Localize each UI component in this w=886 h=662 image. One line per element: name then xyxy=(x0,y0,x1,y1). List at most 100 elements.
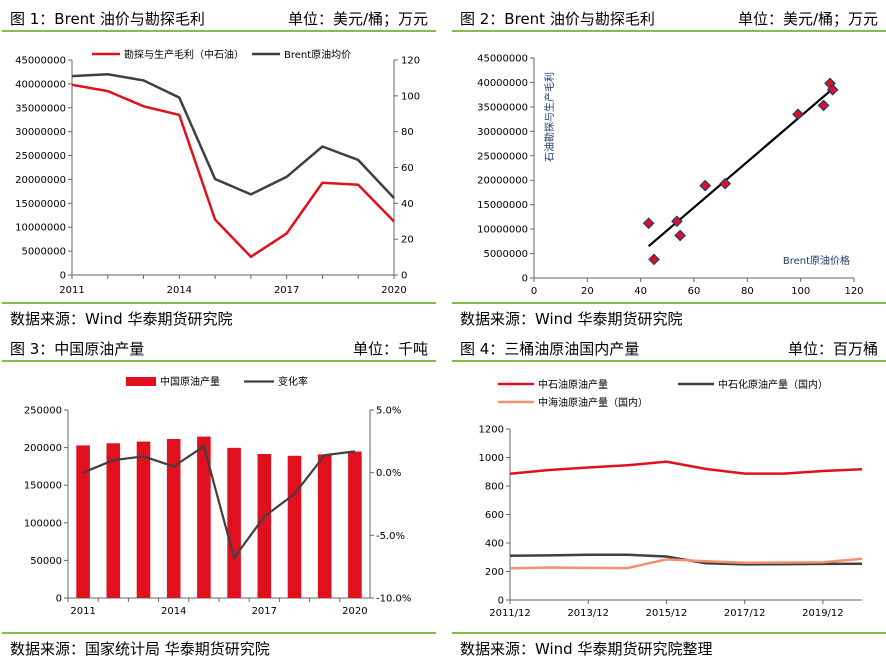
series-line xyxy=(509,460,863,475)
x-tick-label: 80 xyxy=(741,286,754,297)
y-tick-label: 50000 xyxy=(30,556,62,567)
panel-source: 数据来源：Wind 华泰期货研究院 xyxy=(460,310,683,328)
y-tick-label: 600 xyxy=(485,510,504,521)
panel-source: 数据来源：国家统计局 华泰期货研究院 xyxy=(10,640,270,658)
y-tick-label: 10000000 xyxy=(15,223,66,234)
y2-tick-label: 40 xyxy=(401,199,414,210)
panel-unit: 单位：百万桶 xyxy=(787,340,878,358)
scatter-point xyxy=(642,217,655,230)
scatter-point xyxy=(817,99,830,112)
scatter-point xyxy=(826,83,839,96)
legend-swatch xyxy=(126,377,156,386)
legend-label: 勘探与生产毛利（中石油） xyxy=(124,48,244,61)
y-tick-label: 250000 xyxy=(24,406,62,417)
bar xyxy=(197,436,211,598)
x-tick-label: 20 xyxy=(581,286,594,297)
y2-tick-label: 5.0% xyxy=(376,406,401,417)
y-tick-label: 200000 xyxy=(24,443,62,454)
panel-header: 图 3：中国原油产量 单位：千吨 xyxy=(2,332,436,362)
chart-brent-vs-margin: 0 5000000 10000000 15000000 20000000 25000000… xyxy=(15,48,420,296)
panel-source: 数据来源：Wind 华泰期货研究院 xyxy=(10,310,233,328)
chart-panel-3: 图 3：中国原油产量 单位：千吨 0 50000 100000 150000 20000… xyxy=(2,332,436,660)
y-tick-label: 30000000 xyxy=(15,127,66,138)
y-tick-label: 0 xyxy=(60,271,66,282)
chart-panel-2: 图 2：Brent 油价与勘探毛利 单位：美元/桶；万元 0 5000000 100… xyxy=(452,2,886,330)
panel-header: 图 4：三桶油原油国内产量 单位：百万桶 xyxy=(452,332,886,362)
x-tick-label: 40 xyxy=(634,286,647,297)
y-tick-label: 20000000 xyxy=(477,176,528,187)
x-tick-label: 2011/12 xyxy=(489,608,531,619)
y2-tick-label: 120 xyxy=(401,56,420,67)
scatter-point xyxy=(719,177,732,190)
series-line xyxy=(509,557,863,570)
panel-footer: 数据来源：Wind 华泰期货研究院 xyxy=(2,302,436,330)
x-axis-label: Brent原油价格 xyxy=(783,254,850,267)
scatter-point xyxy=(648,253,660,266)
y-tick-label: 100000 xyxy=(24,518,62,529)
legend-label: 中国原油产量 xyxy=(160,375,220,388)
y-tick-label: 800 xyxy=(485,482,504,493)
x-tick-label: 2011 xyxy=(70,606,95,617)
panel-unit: 单位：千吨 xyxy=(352,340,428,358)
chart-china-crude-output: 0 50000 100000 150000 200000 250000 -10.0% -5.0… xyxy=(24,375,412,617)
panel-title: 图 2：Brent 油价与勘探毛利 xyxy=(460,10,655,28)
scatter-point xyxy=(671,215,683,228)
bar xyxy=(257,453,272,598)
y-tick-label: 1200 xyxy=(479,425,504,436)
panel-header: 图 1：Brent 油价与勘探毛利 单位：美元/桶；万元 xyxy=(2,2,436,32)
y-tick-label: 35000000 xyxy=(477,102,528,113)
series-line xyxy=(71,73,395,199)
y-tick-label: 400 xyxy=(485,539,504,550)
y-tick-label: 25000000 xyxy=(477,151,528,162)
y2-tick-label: 80 xyxy=(401,127,414,138)
legend-label: 中石化原油产量（国内） xyxy=(718,378,828,391)
y-tick-label: 0 xyxy=(498,596,504,607)
x-tick-label: 2014 xyxy=(167,285,192,296)
panel-unit: 单位：美元/桶；万元 xyxy=(737,10,878,28)
bar xyxy=(317,454,332,598)
legend-label: 变化率 xyxy=(278,375,308,388)
x-tick-label: 2017/12 xyxy=(724,608,766,619)
x-tick-label: 2015/12 xyxy=(646,608,688,619)
y2-tick-label: 60 xyxy=(401,163,414,174)
x-tick-label: 2011 xyxy=(59,285,84,296)
y-tick-label: 10000000 xyxy=(477,225,528,236)
y2-tick-label: 20 xyxy=(401,235,414,246)
y-tick-label: 20000000 xyxy=(15,175,66,186)
y-tick-label: 1000 xyxy=(479,453,504,464)
y-tick-label: 5000000 xyxy=(483,249,528,260)
panel-title: 图 3：中国原油产量 xyxy=(10,340,145,358)
y2-tick-label: 0 xyxy=(401,271,407,282)
panel-footer: 数据来源：国家统计局 华泰期货研究院 xyxy=(2,632,436,660)
x-tick-label: 2020 xyxy=(342,606,367,617)
y-tick-label: 30000000 xyxy=(477,127,528,138)
legend-label: Brent原油均价 xyxy=(284,48,351,61)
y-tick-label: 15000000 xyxy=(15,199,66,210)
x-tick-label: 2013/12 xyxy=(567,608,609,619)
chart-scatter-brent-margin: 0 5000000 10000000 15000000 20000000 25000000… xyxy=(477,54,863,298)
bar xyxy=(136,441,151,598)
y2-tick-label: -5.0% xyxy=(376,531,405,542)
y-tick-label: 0 xyxy=(56,594,62,605)
bar xyxy=(166,439,181,598)
y-tick-label: 40000000 xyxy=(15,79,66,90)
bar xyxy=(106,443,121,598)
x-tick-label: 2014 xyxy=(161,606,186,617)
y-tick-label: 45000000 xyxy=(477,54,528,65)
x-tick-label: 2017 xyxy=(274,285,299,296)
y2-tick-label: 100 xyxy=(401,91,420,102)
scatter-point xyxy=(792,108,804,121)
y-tick-label: 0 xyxy=(522,274,528,285)
scatter-point xyxy=(699,179,712,192)
y-tick-label: 5000000 xyxy=(21,247,66,258)
x-tick-label: 100 xyxy=(791,286,810,297)
chart-three-majors-output: 0 200 400 600 800 1000 1200 2011/12 2013/12 2015/… xyxy=(479,378,863,619)
panel-source: 数据来源：Wind 华泰期货研究院整理 xyxy=(460,640,713,658)
panel-header: 图 2：Brent 油价与勘探毛利 单位：美元/桶；万元 xyxy=(452,2,886,32)
legend-label: 中石油原油产量 xyxy=(538,378,608,391)
y-tick-label: 40000000 xyxy=(477,78,528,89)
panel-footer: 数据来源：Wind 华泰期货研究院整理 xyxy=(452,632,886,660)
y-tick-label: 200 xyxy=(485,567,504,578)
y2-tick-label: 0.0% xyxy=(376,468,401,479)
panel-unit: 单位：美元/桶；万元 xyxy=(287,10,428,28)
